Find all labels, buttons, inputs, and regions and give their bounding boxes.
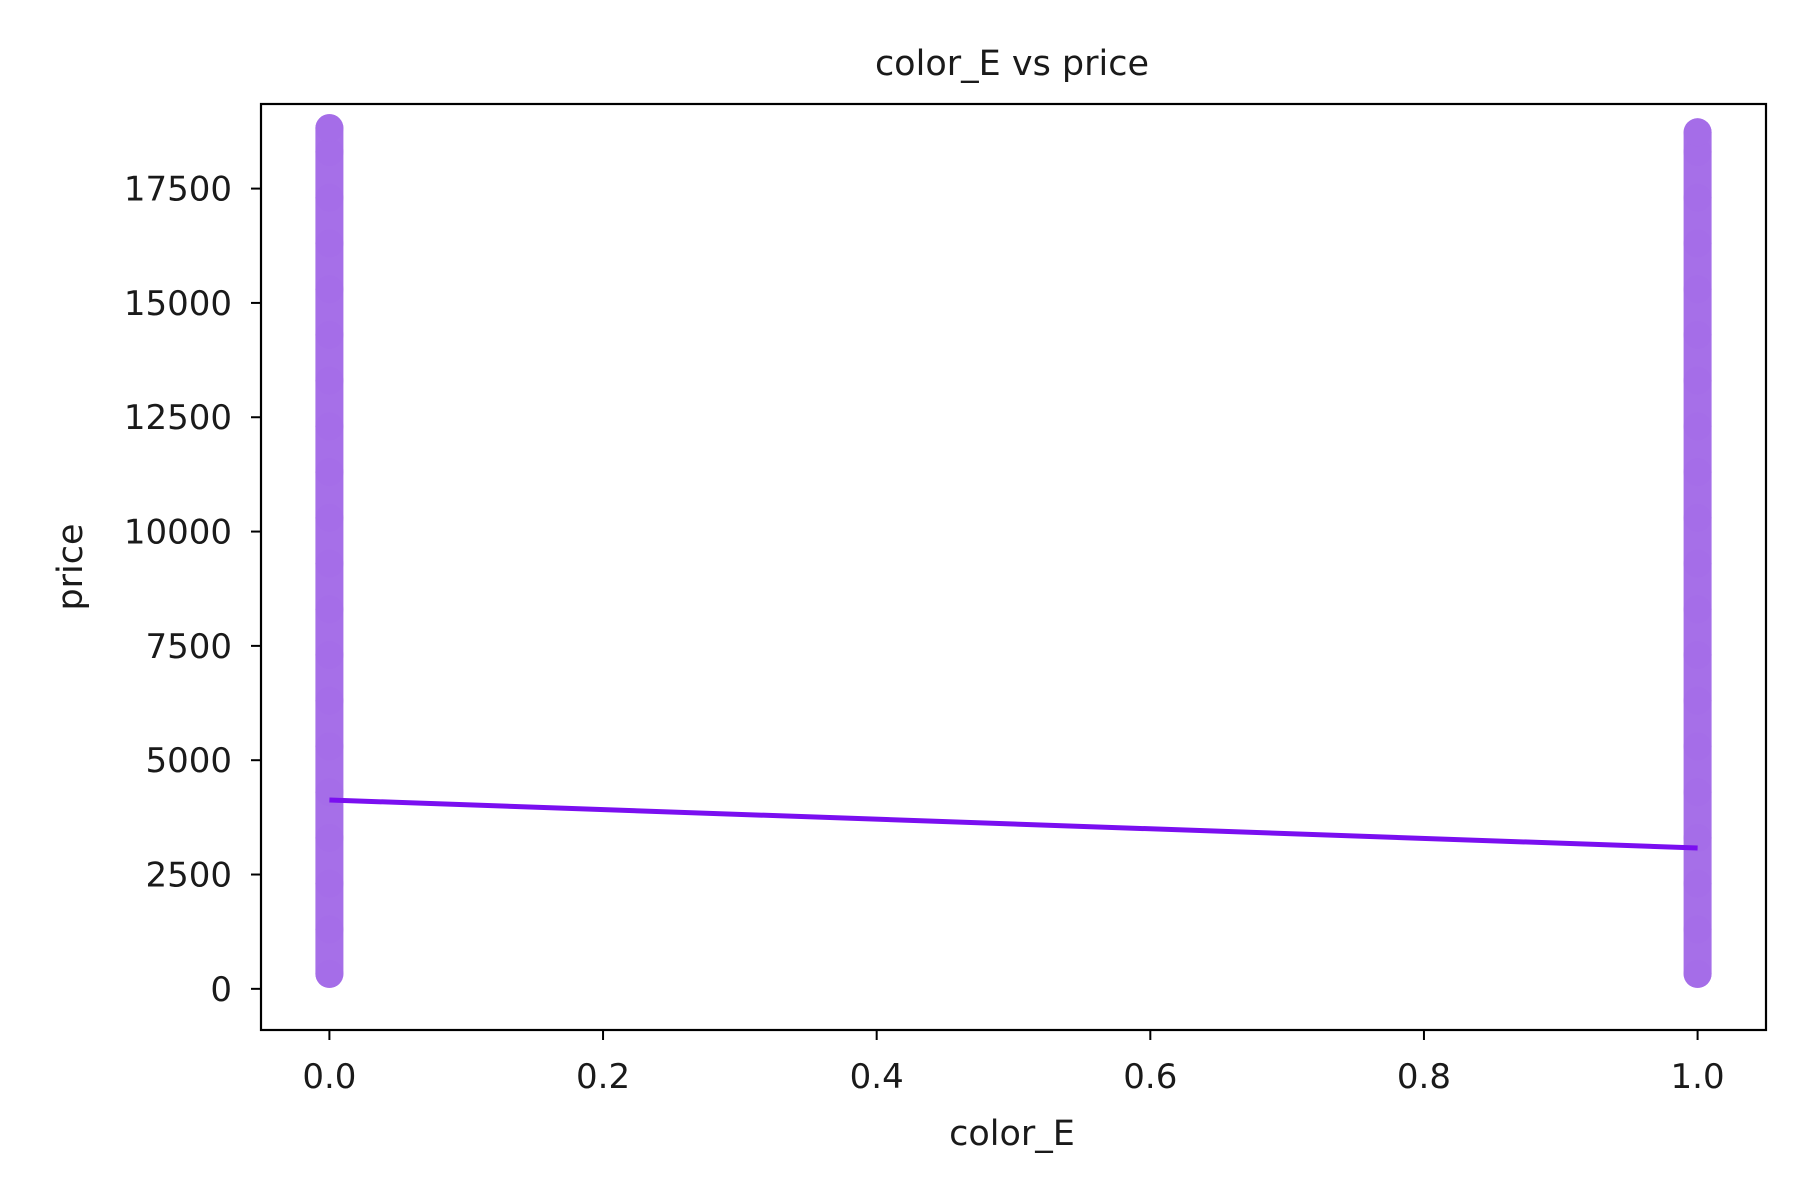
y-axis-ticks: 0 2500 5000 7500 10000 12500 15000 17500 bbox=[124, 170, 261, 1010]
data-point bbox=[1683, 549, 1712, 578]
x-tick-label: 0.2 bbox=[576, 1057, 630, 1097]
plot-marks bbox=[315, 114, 1712, 988]
x-tick-label: 0.4 bbox=[850, 1057, 904, 1097]
data-point bbox=[315, 595, 344, 624]
data-point bbox=[315, 959, 344, 988]
regression-line bbox=[329, 797, 1698, 851]
y-tick-label: 7500 bbox=[145, 627, 232, 667]
data-point bbox=[315, 686, 344, 715]
x-tick-label: 0.6 bbox=[1123, 1057, 1177, 1097]
y-tick-label: 5000 bbox=[145, 741, 232, 781]
y-axis-label: price bbox=[51, 523, 91, 610]
plot-frame bbox=[259, 102, 1768, 1032]
data-point bbox=[315, 366, 344, 395]
data-point bbox=[1683, 503, 1712, 532]
x-axis-label: color_E bbox=[949, 1114, 1075, 1154]
x-tick-label: 1.0 bbox=[1671, 1057, 1725, 1097]
data-point bbox=[1683, 595, 1712, 624]
y-tick-label: 2500 bbox=[145, 856, 232, 896]
data-point bbox=[1683, 366, 1712, 395]
data-point bbox=[1683, 823, 1712, 852]
data-point bbox=[1683, 915, 1712, 944]
data-point bbox=[1683, 641, 1712, 670]
data-point bbox=[315, 275, 344, 304]
data-point bbox=[1683, 686, 1712, 715]
data-point bbox=[1683, 183, 1712, 212]
data-point bbox=[315, 458, 344, 487]
chart-title: color_E vs price bbox=[875, 44, 1149, 84]
data-point bbox=[1683, 778, 1712, 807]
y-tick-label: 15000 bbox=[124, 284, 232, 324]
data-point bbox=[315, 823, 344, 852]
data-point bbox=[1683, 412, 1712, 441]
data-point bbox=[315, 183, 344, 212]
data-point bbox=[315, 869, 344, 898]
data-point bbox=[315, 412, 344, 441]
x-axis-ticks: 0.0 0.2 0.4 0.6 0.8 1.0 bbox=[302, 1030, 1725, 1097]
x-tick-label: 0.0 bbox=[302, 1057, 356, 1097]
data-point bbox=[315, 229, 344, 258]
data-point bbox=[1683, 275, 1712, 304]
y-tick-label: 12500 bbox=[124, 398, 232, 438]
data-point bbox=[315, 503, 344, 532]
x-tick-label: 0.8 bbox=[1397, 1057, 1451, 1097]
data-point bbox=[315, 549, 344, 578]
data-point bbox=[315, 732, 344, 761]
data-point bbox=[315, 320, 344, 349]
data-point bbox=[1683, 138, 1712, 167]
data-point bbox=[315, 114, 344, 143]
data-point bbox=[1683, 869, 1712, 898]
data-point bbox=[1683, 320, 1712, 349]
data-point bbox=[1683, 458, 1712, 487]
data-point bbox=[1683, 229, 1712, 258]
data-point bbox=[315, 915, 344, 944]
y-tick-label: 17500 bbox=[124, 170, 232, 210]
data-point bbox=[315, 641, 344, 670]
data-point bbox=[1683, 732, 1712, 761]
data-point bbox=[315, 138, 344, 167]
y-tick-label: 10000 bbox=[124, 513, 232, 553]
y-tick-label: 0 bbox=[210, 970, 232, 1010]
data-point bbox=[1683, 118, 1712, 147]
data-point bbox=[1683, 959, 1712, 988]
